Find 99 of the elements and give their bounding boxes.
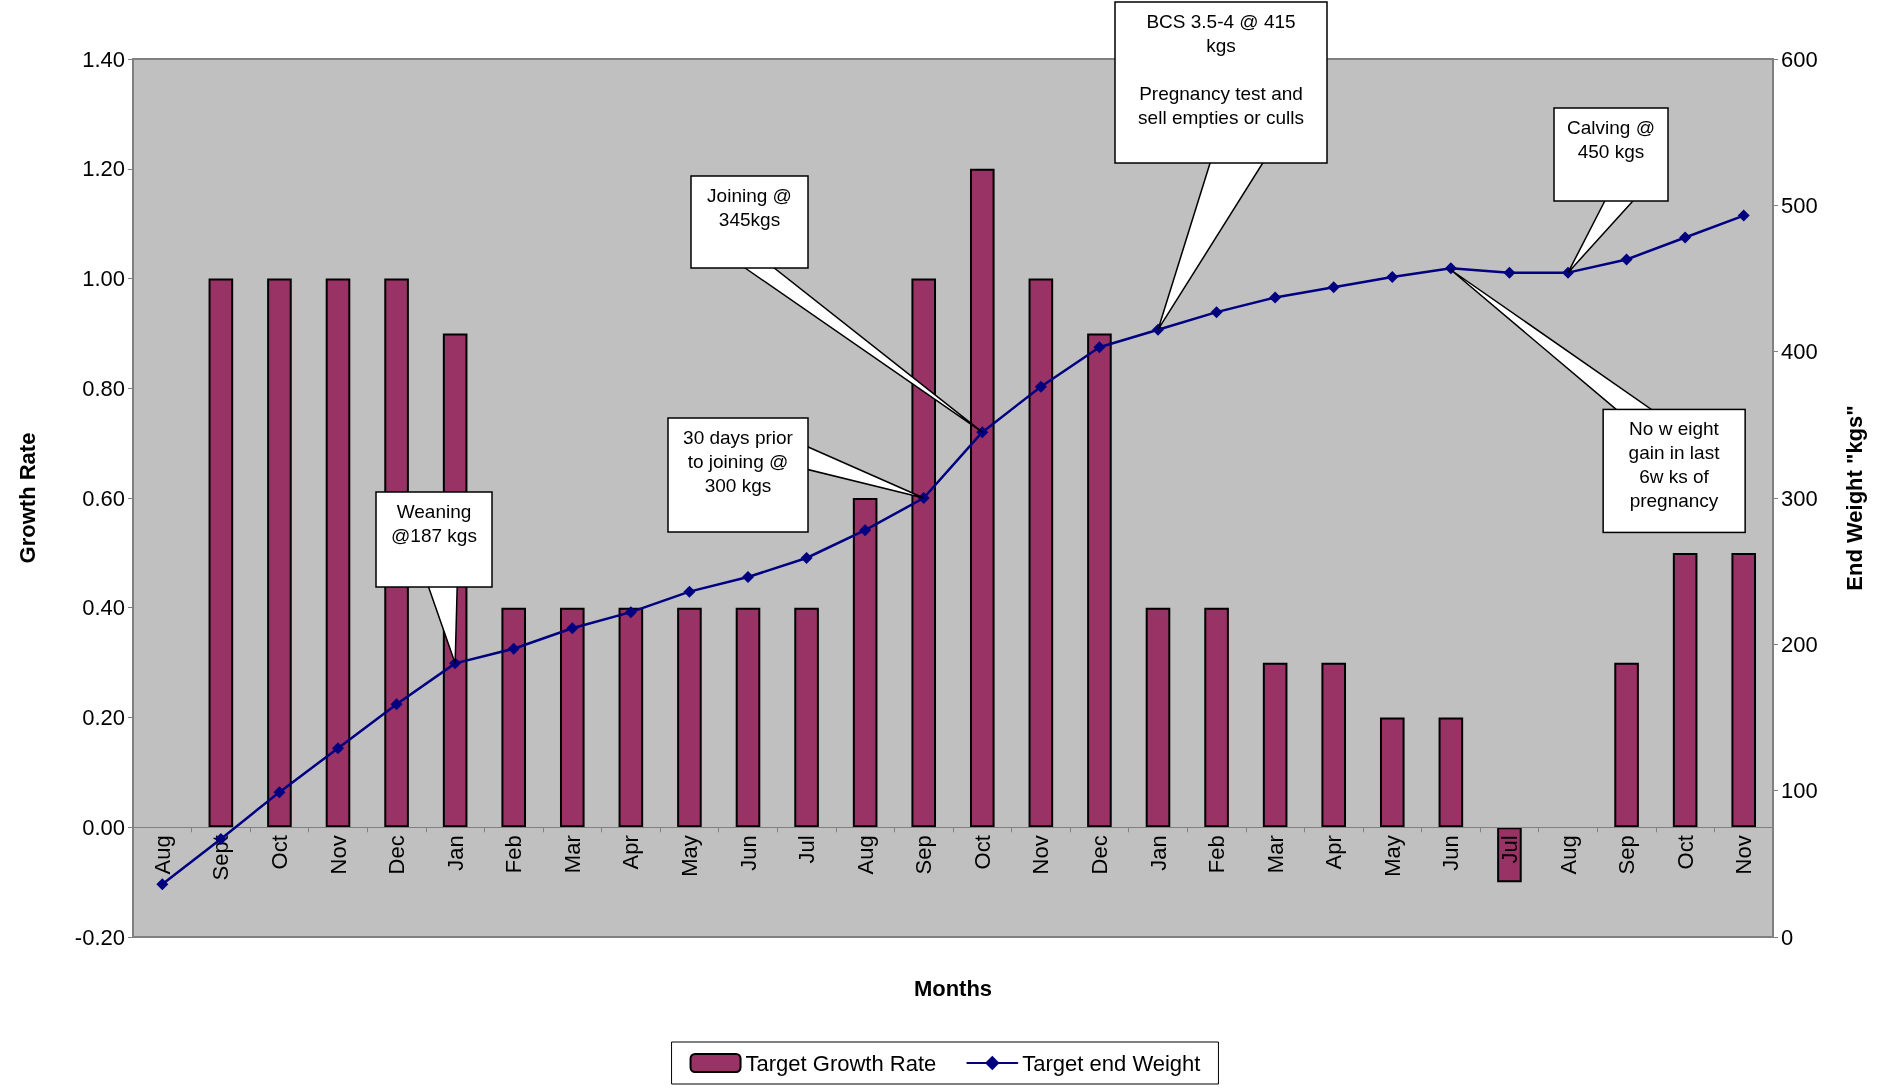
bar	[1145, 607, 1171, 828]
y-tick-label: 0.20	[82, 705, 125, 730]
bar	[677, 607, 702, 828]
bar	[911, 278, 937, 828]
point	[1620, 253, 1633, 266]
bar	[1731, 552, 1757, 828]
bar	[735, 607, 761, 828]
point	[156, 878, 169, 891]
x-tick-label: Jun	[1438, 835, 1464, 871]
bar	[852, 498, 878, 828]
y-tick-label: 0.80	[82, 375, 125, 401]
y2-tick-label: 400	[1781, 339, 1818, 365]
x-tick-label: Aug	[852, 835, 878, 875]
point	[1034, 380, 1047, 393]
y-tick-label: 1.20	[82, 156, 125, 182]
bar	[1438, 717, 1464, 828]
x-tick-label: Apr	[1321, 835, 1347, 870]
x-tick-label: Feb	[1204, 835, 1230, 874]
bar	[1262, 662, 1288, 828]
point	[742, 571, 754, 584]
point	[273, 786, 286, 799]
point	[1737, 209, 1750, 222]
y2-tick-label: 0	[1781, 924, 1794, 950]
point	[683, 585, 696, 598]
x-tick-label: Aug	[149, 835, 175, 875]
x-tick-label: Dec	[384, 835, 410, 875]
x-tick-label: Nov	[1731, 835, 1757, 875]
y2-tick-label: 500	[1781, 192, 1818, 218]
x-tick-label: Aug	[1555, 835, 1581, 875]
point	[859, 524, 872, 537]
y2-tick-label: 300	[1781, 485, 1818, 511]
point	[1503, 266, 1516, 279]
annotation: Calving @ 450 kgs	[1566, 116, 1656, 164]
point	[1679, 231, 1692, 244]
y2-tick-label: 600	[1781, 46, 1818, 72]
legend-label: Target Growth Rate	[745, 1050, 937, 1076]
x-tick-label: Jan	[1145, 835, 1171, 871]
y-tick-label: 0.40	[82, 595, 125, 621]
y-axis-title: Growth Rate	[14, 432, 40, 564]
y2-tick-label: 200	[1781, 631, 1818, 657]
x-tick-label: Mar	[559, 835, 585, 874]
bar	[267, 278, 292, 828]
x-tick-label: Mar	[1262, 835, 1288, 874]
bar	[559, 607, 585, 828]
x-tick-label: May	[1379, 835, 1405, 877]
point	[1327, 281, 1340, 294]
x-tick-label: Nov	[1028, 835, 1054, 875]
annotation: Weaning @187 kgs	[390, 500, 478, 548]
y-tick-label: 1.40	[82, 46, 125, 72]
x-tick-label: Feb	[501, 835, 527, 874]
annotation: No w eight gain in last 6w ks of pregnancy	[1627, 417, 1721, 513]
point	[507, 642, 520, 655]
y-tick-label: -0.20	[74, 924, 125, 950]
bar	[208, 278, 234, 828]
bar	[325, 278, 351, 828]
bar	[1321, 662, 1347, 828]
x-tick-label: Jan	[442, 835, 468, 871]
point	[390, 698, 403, 711]
x-tick-label: Jul	[1496, 835, 1522, 864]
bar	[1379, 717, 1405, 828]
x-tick-label: Oct	[1672, 835, 1698, 870]
point	[332, 742, 344, 755]
x-tick-label: Jun	[735, 835, 761, 871]
y-tick-label: 0.60	[82, 485, 125, 511]
annotation: 30 days prior to joining @ 300 kgs	[682, 426, 794, 498]
x-tick-label: Apr	[618, 835, 644, 870]
bar	[1028, 278, 1054, 828]
x-tick-label: May	[676, 835, 702, 877]
point	[800, 552, 813, 564]
x-axis-title: Months	[913, 975, 993, 1001]
point	[1210, 306, 1223, 319]
bar	[1204, 607, 1229, 828]
y-tick-label: 1.00	[82, 266, 125, 291]
bar	[501, 607, 527, 828]
point	[1093, 341, 1106, 354]
bar	[1614, 662, 1639, 828]
point	[566, 622, 579, 635]
text: BCS 3.5-4 @ 415 kgs Pregnancy test and sell empties or culls	[1138, 11, 1304, 128]
legend-label: Target end Weight	[1022, 1050, 1201, 1076]
x-tick-label: Nov	[325, 835, 351, 875]
x-tick-label: Oct	[266, 835, 292, 870]
bar	[794, 607, 819, 828]
bar	[1672, 552, 1698, 828]
annotation: Joining @ 345kgs	[706, 184, 793, 232]
point	[1269, 291, 1282, 304]
x-tick-label: Jul	[794, 835, 820, 864]
y2-tick-label: 100	[1781, 778, 1818, 804]
bar	[618, 607, 644, 828]
x-tick-label: Sep	[1614, 835, 1640, 875]
y2-axis-title: End Weight "kgs"	[1841, 405, 1867, 591]
x-tick-label: Dec	[1086, 835, 1112, 875]
bar	[969, 168, 995, 828]
x-tick-label: Oct	[969, 835, 995, 870]
point	[1444, 262, 1457, 275]
point	[624, 606, 637, 619]
y-tick-label: 0.00	[82, 814, 125, 840]
bar	[1087, 333, 1112, 828]
x-tick-label: Sep	[911, 835, 937, 875]
point	[1386, 271, 1399, 284]
